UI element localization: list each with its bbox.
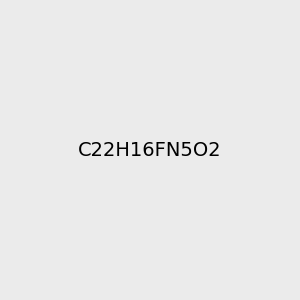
Text: C22H16FN5O2: C22H16FN5O2: [78, 140, 222, 160]
